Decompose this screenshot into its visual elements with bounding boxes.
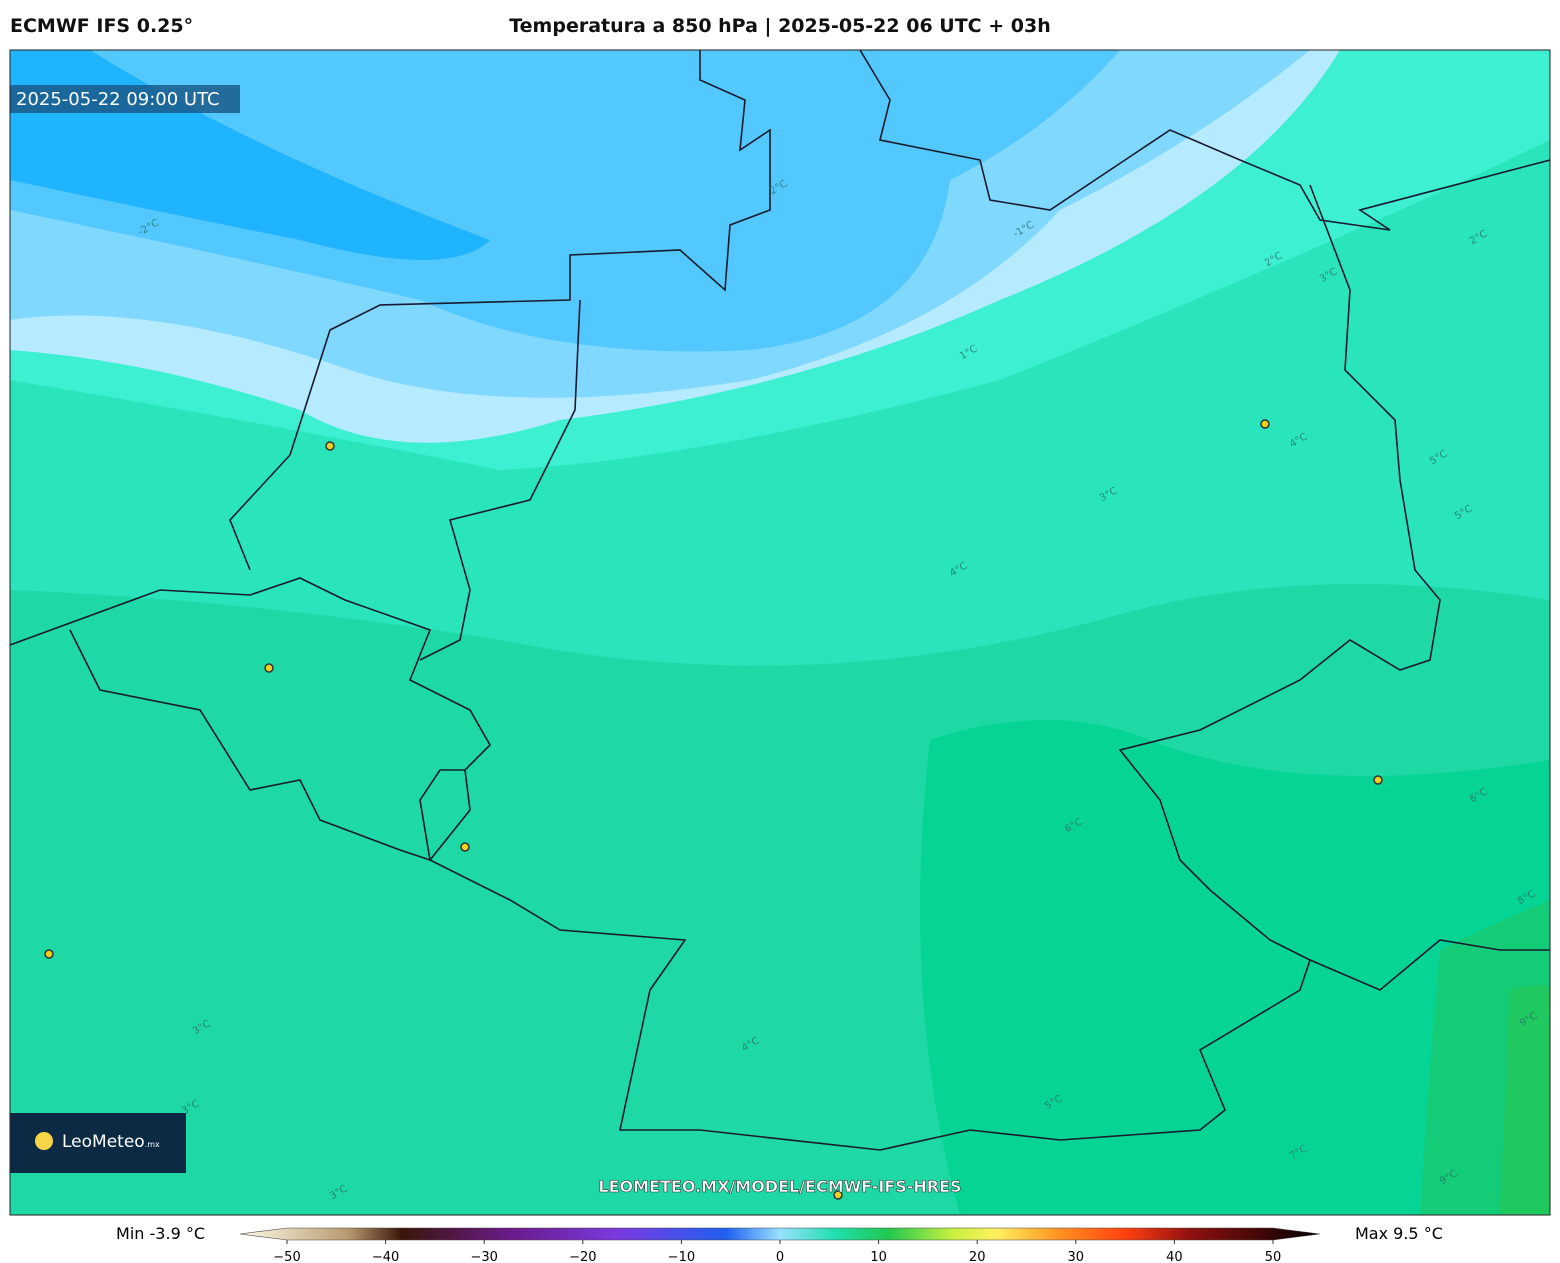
map-title: Temperatura a 850 hPa | 2025-05-22 06 UT… (509, 15, 1051, 37)
valid-time: 2025-05-22 09:00 UTC (16, 89, 220, 110)
colorbar-tick-label: −10 (668, 1250, 695, 1263)
colorbar-tick-label: 50 (1265, 1250, 1282, 1263)
map: -2°C2°C-1°C1°C2°C3°C4°C3°C4°C5°C5°C6°C6°… (10, 50, 1550, 1215)
colorbar-tick-label: 20 (969, 1250, 986, 1263)
watermark: LEOMETEO.MX/MODEL/ECMWF-IFS-HRES (598, 1177, 961, 1196)
max-label: Max 9.5 °C (1355, 1224, 1443, 1243)
colorbar-tick-label: 0 (776, 1250, 784, 1263)
colorbar-tick-label: −40 (372, 1250, 399, 1263)
min-label: Min -3.9 °C (116, 1224, 205, 1243)
model-name: ECMWF IFS 0.25° (10, 15, 193, 37)
colorbar (239, 1227, 1321, 1241)
colorbar-tick-label: 10 (870, 1250, 887, 1263)
colorbar-tick-label: 40 (1166, 1250, 1183, 1263)
colorbar-tick-label: −20 (569, 1250, 596, 1263)
colorbar-tick-label: −30 (470, 1250, 497, 1263)
logo-suffix: .mx (145, 1140, 160, 1149)
colorbar-tick-label: −50 (273, 1250, 300, 1263)
logo: LeoMeteo.mx (62, 1132, 160, 1152)
colorbar-tick-label: 30 (1068, 1250, 1085, 1263)
map-frame (9, 49, 1551, 1216)
logo-name: LeoMeteo (62, 1132, 145, 1152)
